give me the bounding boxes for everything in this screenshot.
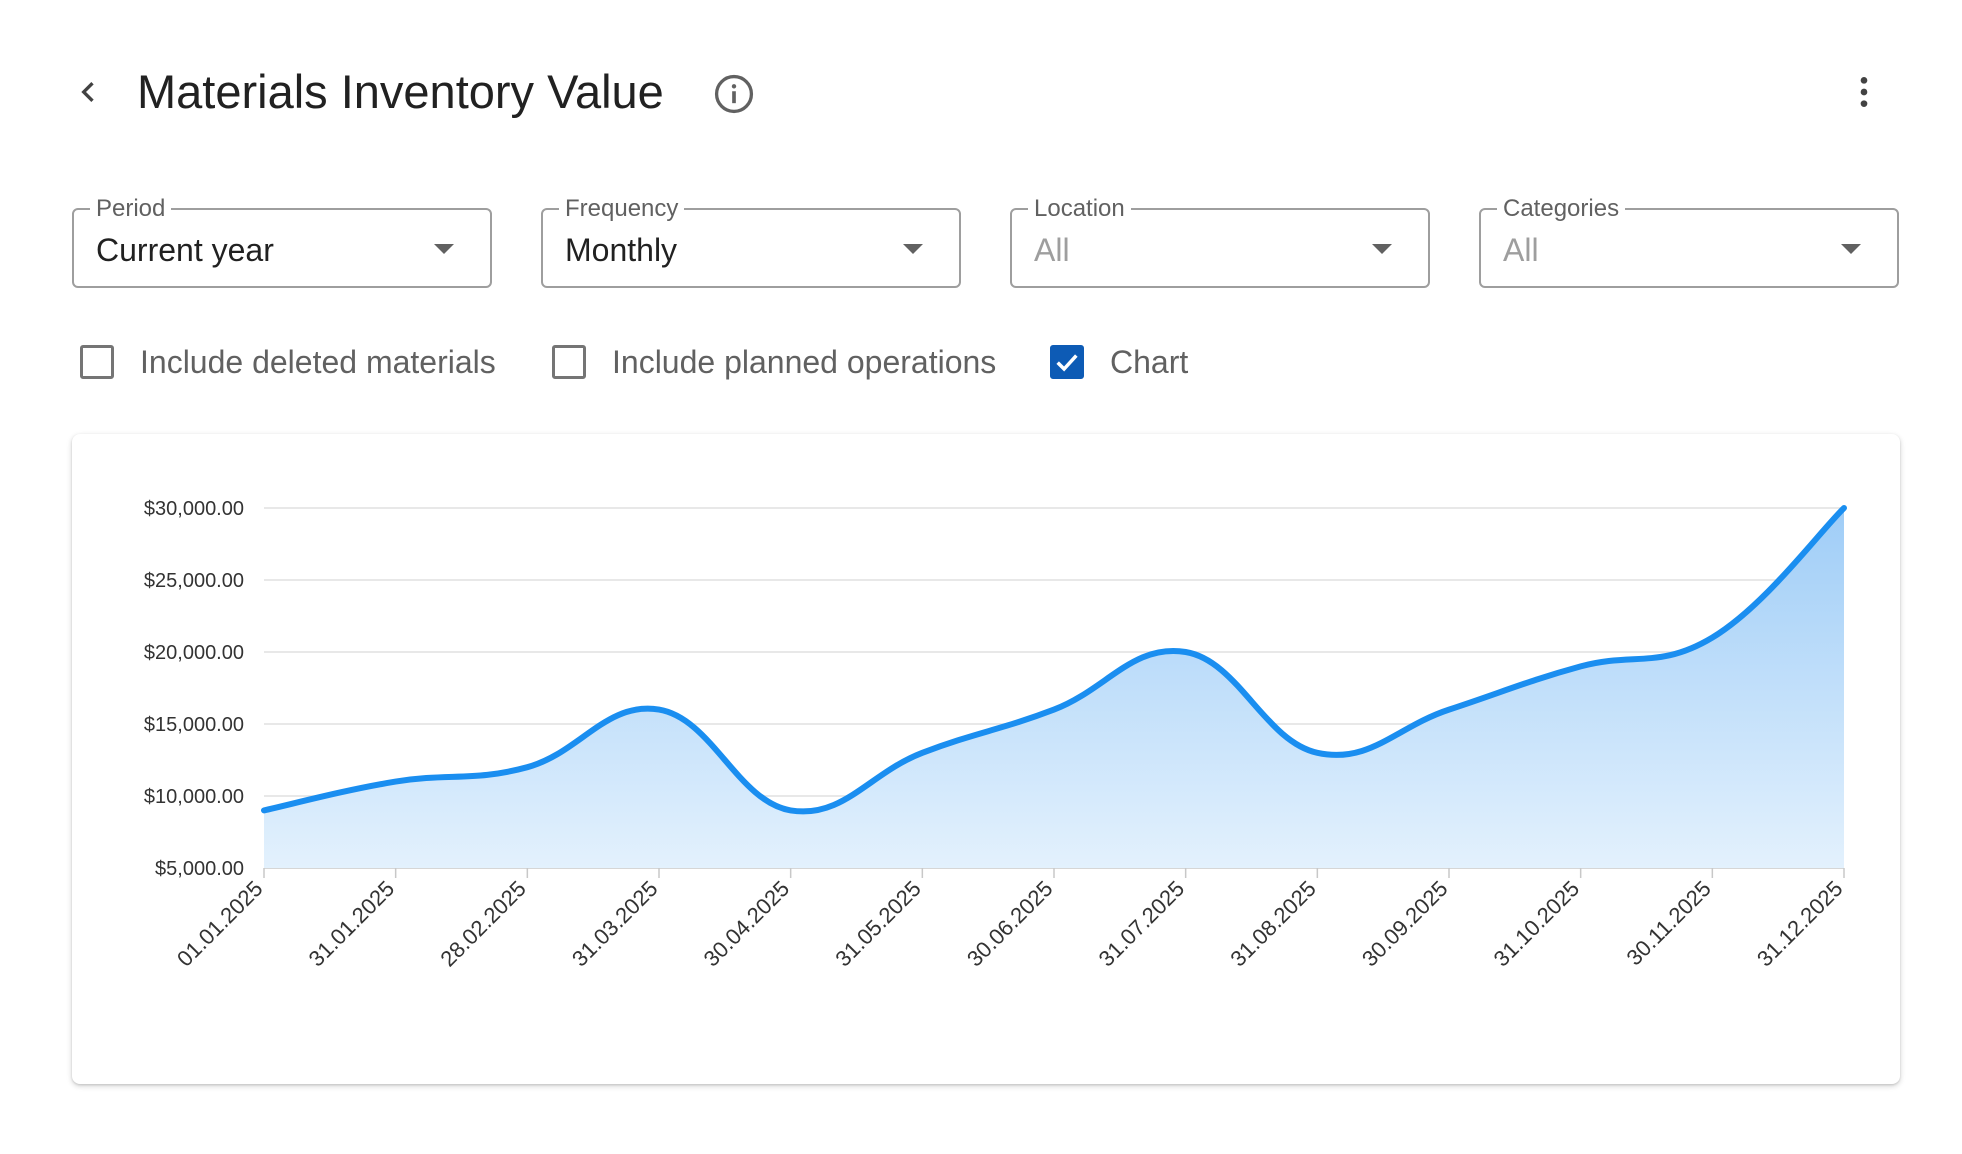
checkbox-box[interactable] xyxy=(1050,345,1084,379)
x-tick-label: 31.10.2025 xyxy=(1489,876,1585,972)
page-header: Materials Inventory Value xyxy=(0,0,1962,190)
page-title: Materials Inventory Value xyxy=(137,65,664,118)
y-tick-label: $10,000.00 xyxy=(144,786,244,808)
checkbox-box[interactable] xyxy=(80,345,114,379)
period-value: Current year xyxy=(96,232,274,268)
frequency-select[interactable]: Frequency Monthly xyxy=(541,195,961,288)
chart-area xyxy=(264,508,1844,868)
x-tick-label: 30.04.2025 xyxy=(699,876,795,972)
y-tick-label: $30,000.00 xyxy=(144,498,244,520)
back-button[interactable] xyxy=(64,68,112,116)
check-icon xyxy=(1056,354,1078,372)
x-tick-label: 01.01.2025 xyxy=(172,876,268,972)
inventory-value-chart: $5,000.00 $10,000.00 $15,000.00 $20,000.00 $… xyxy=(144,498,1848,972)
x-tick-label: 31.07.2025 xyxy=(1094,876,1190,972)
caret-down-icon xyxy=(434,244,454,254)
chevron-left-icon xyxy=(81,82,94,102)
x-tick-label: 30.09.2025 xyxy=(1357,876,1453,972)
period-select[interactable]: Period Current year xyxy=(72,195,492,288)
y-tick-label: $20,000.00 xyxy=(144,642,244,664)
caret-down-icon xyxy=(903,244,923,254)
categories-select[interactable]: Categories All xyxy=(1479,195,1899,288)
location-value: All xyxy=(1034,232,1070,268)
categories-value: All xyxy=(1503,232,1539,268)
more-options-button[interactable] xyxy=(1840,68,1888,116)
include-planned-checkbox[interactable]: Include planned operations xyxy=(552,340,996,384)
frequency-label: Frequency xyxy=(559,195,685,223)
caret-down-icon xyxy=(1372,244,1392,254)
more-vert-icon xyxy=(1860,77,1868,107)
location-select[interactable]: Location All xyxy=(1010,195,1430,288)
chart-card: $5,000.00 $10,000.00 $15,000.00 $20,000.00 $… xyxy=(72,434,1900,1084)
x-tick-label: 31.05.2025 xyxy=(830,876,926,972)
x-tick-label: 31.03.2025 xyxy=(567,876,663,972)
y-tick-label: $15,000.00 xyxy=(144,714,244,736)
categories-label: Categories xyxy=(1497,195,1626,223)
include-planned-label: Include planned operations xyxy=(612,344,997,380)
x-tick-label: 30.11.2025 xyxy=(1621,876,1715,970)
include-deleted-label: Include deleted materials xyxy=(140,344,496,380)
chart-checkbox[interactable]: Chart xyxy=(1050,340,1188,384)
info-button[interactable] xyxy=(710,70,758,118)
x-tick-label: 31.08.2025 xyxy=(1225,876,1321,972)
chart-line xyxy=(261,505,1847,815)
caret-down-icon xyxy=(1841,244,1861,254)
y-tick-label: $25,000.00 xyxy=(144,570,244,592)
y-tick-label: $5,000.00 xyxy=(155,858,244,880)
checkbox-box[interactable] xyxy=(552,345,586,379)
x-tick-label: 28.02.2025 xyxy=(435,876,531,972)
chart-label: Chart xyxy=(1110,344,1189,380)
period-label: Period xyxy=(90,195,172,223)
x-tick-label: 31.12.2025 xyxy=(1752,876,1848,972)
include-deleted-checkbox[interactable]: Include deleted materials xyxy=(80,340,496,384)
location-label: Location xyxy=(1028,195,1131,223)
info-circle-icon xyxy=(714,74,754,114)
x-tick-label: 30.06.2025 xyxy=(962,876,1058,972)
frequency-value: Monthly xyxy=(565,232,678,268)
x-tick-label: 31.01.2025 xyxy=(304,876,400,972)
